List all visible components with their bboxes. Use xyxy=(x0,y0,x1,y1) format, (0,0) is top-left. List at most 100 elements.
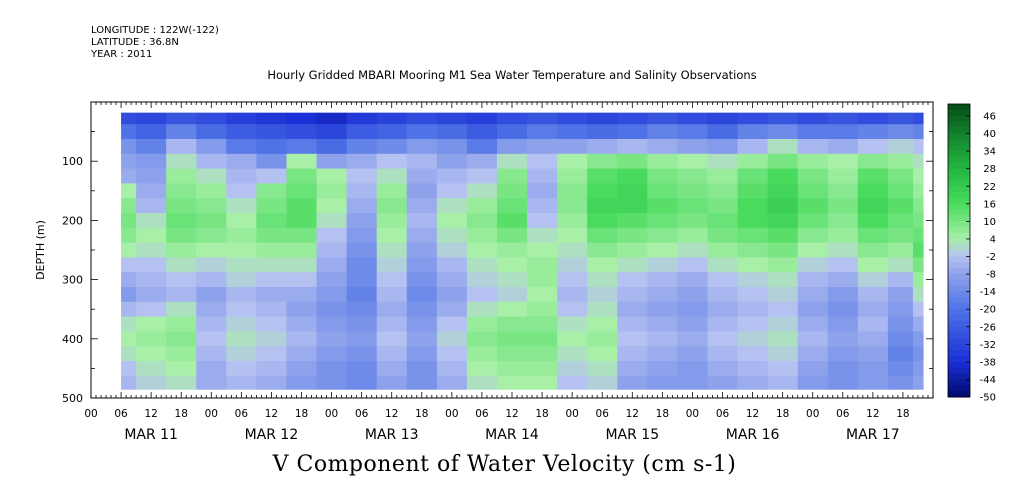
heatmap-cell xyxy=(857,331,889,347)
colorbar-swatch xyxy=(948,150,970,158)
heatmap-cell xyxy=(527,213,558,229)
heatmap-cell xyxy=(226,183,257,199)
heatmap-cell xyxy=(406,168,438,184)
heatmap-cell xyxy=(346,375,378,390)
heatmap-cell xyxy=(121,242,137,258)
heatmap-cell xyxy=(196,301,227,318)
heatmap-cell xyxy=(857,346,889,362)
heatmap-cell xyxy=(557,242,588,258)
heatmap-cell xyxy=(557,361,588,377)
heatmap-cell xyxy=(121,227,137,244)
heatmap-cell xyxy=(587,242,618,258)
colorbar-swatch xyxy=(948,156,970,164)
colorbar-swatch xyxy=(948,121,970,128)
heatmap-cell xyxy=(617,361,648,377)
heatmap-cell xyxy=(436,168,468,184)
heatmap-cell xyxy=(797,124,829,140)
heatmap-cell xyxy=(136,272,167,288)
heatmap-cell xyxy=(466,213,498,229)
heatmap-cell xyxy=(466,301,498,318)
heatmap-cell xyxy=(166,183,197,199)
heatmap-cell xyxy=(376,316,408,332)
heatmap-cell xyxy=(346,346,378,362)
heatmap-cell xyxy=(136,153,167,170)
heatmap-cell xyxy=(557,112,588,125)
heatmap-cell xyxy=(376,168,408,184)
heatmap-cell xyxy=(827,301,859,318)
heatmap-cell xyxy=(136,331,167,347)
heatmap-cell xyxy=(376,287,408,303)
heatmap-cell xyxy=(436,301,468,318)
heatmap-cell xyxy=(617,198,648,214)
heatmap-cell xyxy=(857,242,889,258)
colorbar-swatch xyxy=(948,320,970,328)
x-tick-label: 06 xyxy=(355,408,369,420)
x-tick-label: 12 xyxy=(866,408,879,420)
heatmap-cell xyxy=(677,139,709,155)
colorbar-label: 16 xyxy=(983,199,996,210)
heatmap-cell xyxy=(196,257,227,273)
heatmap-cell xyxy=(226,346,257,362)
heatmap-cell xyxy=(406,272,438,288)
heatmap-cell xyxy=(226,112,257,125)
colorbar-swatch xyxy=(948,180,970,187)
heatmap-cell xyxy=(557,301,588,318)
heatmap-cell xyxy=(226,301,257,318)
heatmap-cell xyxy=(406,213,438,229)
heatmap-cell xyxy=(527,227,558,244)
heatmap-cell xyxy=(346,168,378,184)
latitude-label: LATITUDE : 36.8N xyxy=(91,37,179,48)
heatmap-cell xyxy=(466,153,498,170)
heatmap-cell xyxy=(677,257,709,273)
heatmap-cell xyxy=(887,301,914,318)
heatmap-cell xyxy=(121,153,137,170)
heatmap-cell xyxy=(496,316,528,332)
heatmap-cell xyxy=(527,112,558,125)
heatmap-cell xyxy=(647,213,678,229)
heatmap-cell xyxy=(316,168,348,184)
heatmap-cell xyxy=(436,242,468,258)
heatmap-cell xyxy=(286,272,318,288)
colorbar-swatch xyxy=(948,297,970,304)
heatmap-cell xyxy=(677,112,709,125)
colorbar-swatch xyxy=(948,291,970,298)
heatmap-cell xyxy=(737,375,769,390)
heatmap-cell xyxy=(912,112,924,125)
x-tick-label: 18 xyxy=(175,408,188,420)
heatmap-cell xyxy=(587,257,618,273)
heatmap-cell xyxy=(166,242,197,258)
heatmap-cell xyxy=(346,361,378,377)
heatmap-cell xyxy=(256,198,288,214)
heatmap-cell xyxy=(617,153,648,170)
x-tick-label: 12 xyxy=(144,408,157,420)
heatmap-cell xyxy=(557,375,588,390)
colorbar-swatch xyxy=(948,197,970,205)
heatmap-cell xyxy=(121,375,137,390)
heatmap-cell xyxy=(436,183,468,199)
heatmap-cell xyxy=(767,316,799,332)
colorbar-label: -20 xyxy=(980,305,996,316)
heatmap-cell xyxy=(166,361,197,377)
heatmap-cell xyxy=(707,153,739,170)
heatmap-cell xyxy=(256,183,288,199)
heatmap-cell xyxy=(226,287,257,303)
heatmap-cell xyxy=(707,139,739,155)
heatmap-cell xyxy=(121,198,137,214)
heatmap-cell xyxy=(286,257,318,273)
heatmap-cell xyxy=(797,287,829,303)
heatmap-cell xyxy=(286,346,318,362)
heatmap-cell xyxy=(196,242,227,258)
heatmap-cell xyxy=(827,257,859,273)
heatmap-cell xyxy=(316,287,348,303)
colorbar-swatch xyxy=(948,338,970,345)
heatmap-cell xyxy=(617,168,648,184)
heatmap-cell xyxy=(316,257,348,273)
heatmap-cell xyxy=(121,183,137,199)
heatmap-cell xyxy=(737,153,769,170)
heatmap-cell xyxy=(617,287,648,303)
heatmap-cell xyxy=(496,242,528,258)
heatmap-cell xyxy=(827,331,859,347)
heatmap-cell xyxy=(527,257,558,273)
heatmap-cell xyxy=(316,227,348,244)
heatmap-cell xyxy=(647,112,678,125)
